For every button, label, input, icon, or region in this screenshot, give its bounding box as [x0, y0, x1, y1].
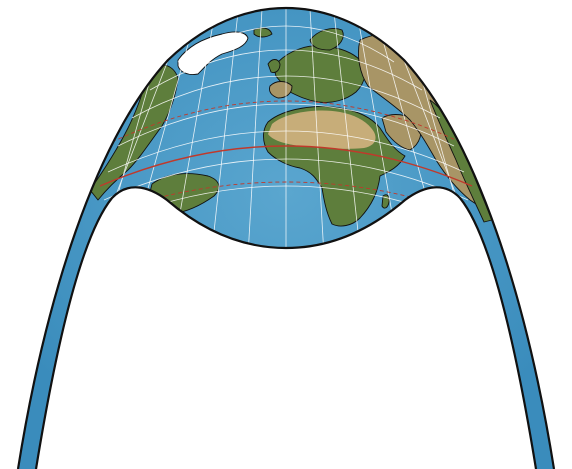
british-isles	[267, 59, 281, 73]
greenland-ice	[177, 31, 249, 75]
sahara-desert	[268, 110, 376, 149]
tropic-of-cancer	[111, 100, 461, 143]
meridians-gridlines	[59, 8, 513, 401]
map-border	[16, 6, 556, 469]
equator-line	[99, 145, 473, 187]
scandinavia	[309, 28, 344, 51]
